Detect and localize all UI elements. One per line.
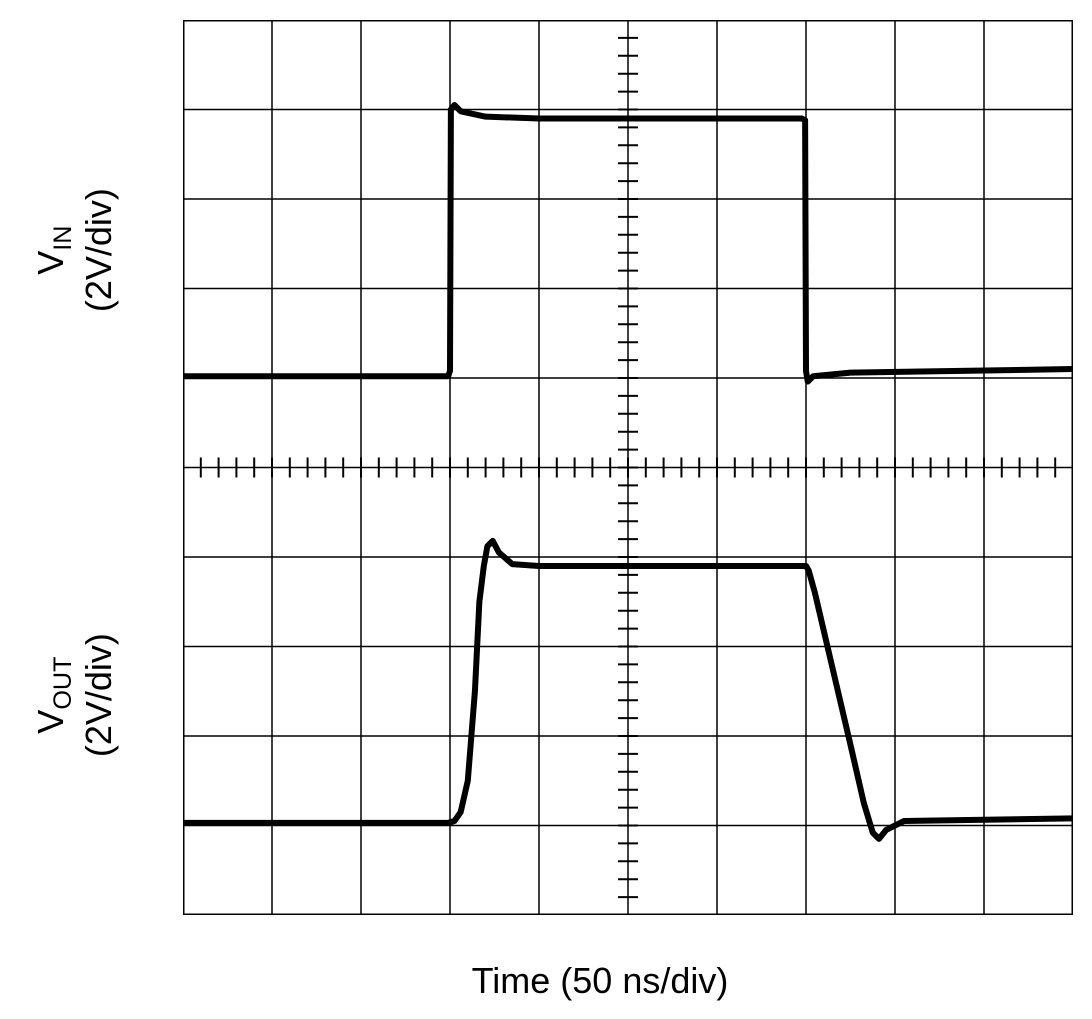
vout-axis-label: VOUT (2V/div) bbox=[30, 565, 120, 825]
oscilloscope-plot bbox=[183, 20, 1073, 915]
vout-scale: (2V/div) bbox=[78, 633, 119, 757]
time-axis-label: Time (50 ns/div) bbox=[350, 960, 850, 1002]
vin-scale: (2V/div) bbox=[78, 188, 119, 312]
vout-label: VOUT bbox=[30, 657, 71, 734]
vin-axis-label: VIN (2V/div) bbox=[30, 120, 120, 380]
vin-label: VIN bbox=[30, 226, 71, 275]
